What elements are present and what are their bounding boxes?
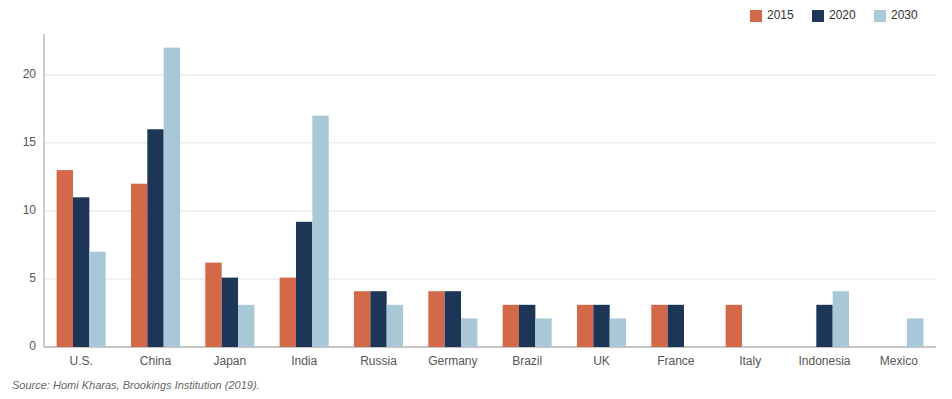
bar: [445, 291, 461, 347]
bar: [668, 305, 684, 347]
bar: [758, 347, 774, 348]
x-tick-label: France: [657, 354, 695, 368]
legend: 2015 2020 2030: [750, 8, 918, 22]
bar: [370, 291, 386, 347]
bar: [147, 129, 163, 347]
legend-label: 2015: [767, 8, 794, 22]
x-tick-label: China: [140, 354, 172, 368]
x-tick-label: Italy: [739, 354, 761, 368]
bar: [742, 347, 758, 348]
x-tick-label: Indonesia: [798, 354, 850, 368]
bar: [238, 305, 254, 347]
bar: [73, 197, 89, 347]
bar: [593, 305, 609, 347]
bar: [874, 347, 890, 348]
bar: [907, 318, 923, 347]
x-tick-label: India: [291, 354, 317, 368]
bar: [89, 252, 105, 347]
x-tick-label: Brazil: [512, 354, 542, 368]
bar: [164, 48, 180, 347]
bar: [222, 278, 238, 347]
y-tick-label: 10: [23, 203, 37, 217]
bar: [800, 347, 816, 348]
bar: [280, 278, 296, 347]
x-tick-label: Russia: [360, 354, 397, 368]
bars: [57, 48, 924, 347]
source-note: Source: Homi Kharas, Brookings Instituti…: [12, 379, 260, 391]
x-tick-label: Mexico: [880, 354, 918, 368]
legend-swatch: [874, 10, 886, 22]
y-tick-label: 5: [29, 271, 36, 285]
bar: [519, 305, 535, 347]
bar: [726, 305, 742, 347]
legend-swatch: [812, 10, 824, 22]
bar: [205, 263, 221, 347]
bar: [684, 347, 700, 348]
bar: [816, 305, 832, 347]
x-tick-label: Japan: [213, 354, 246, 368]
y-tick-label: 0: [29, 339, 36, 353]
bar: [833, 291, 849, 347]
bar: [296, 222, 312, 347]
legend-label: 2020: [829, 8, 856, 22]
x-tick-label: UK: [593, 354, 610, 368]
bar: [354, 291, 370, 347]
x-tick-label: Germany: [428, 354, 477, 368]
bar: [503, 305, 519, 347]
legend-swatch: [750, 10, 762, 22]
bar: [57, 170, 73, 347]
bar: [428, 291, 444, 347]
y-axis-line: [44, 34, 45, 347]
bar: [131, 184, 147, 347]
bar: [891, 347, 907, 348]
y-tick-label: 15: [23, 135, 37, 149]
bar: [651, 305, 667, 347]
bar: [610, 318, 626, 347]
legend-label: 2030: [891, 8, 918, 22]
bar: [461, 318, 477, 347]
x-tick-label: U.S.: [69, 354, 92, 368]
y-tick-label: 20: [23, 67, 37, 81]
bar: [577, 305, 593, 347]
bar: [535, 318, 551, 347]
bar: [387, 305, 403, 347]
chart: 0 5 10 15 20 U.S. China Japan India Russia Germany…: [0, 0, 952, 399]
bar: [312, 116, 328, 347]
